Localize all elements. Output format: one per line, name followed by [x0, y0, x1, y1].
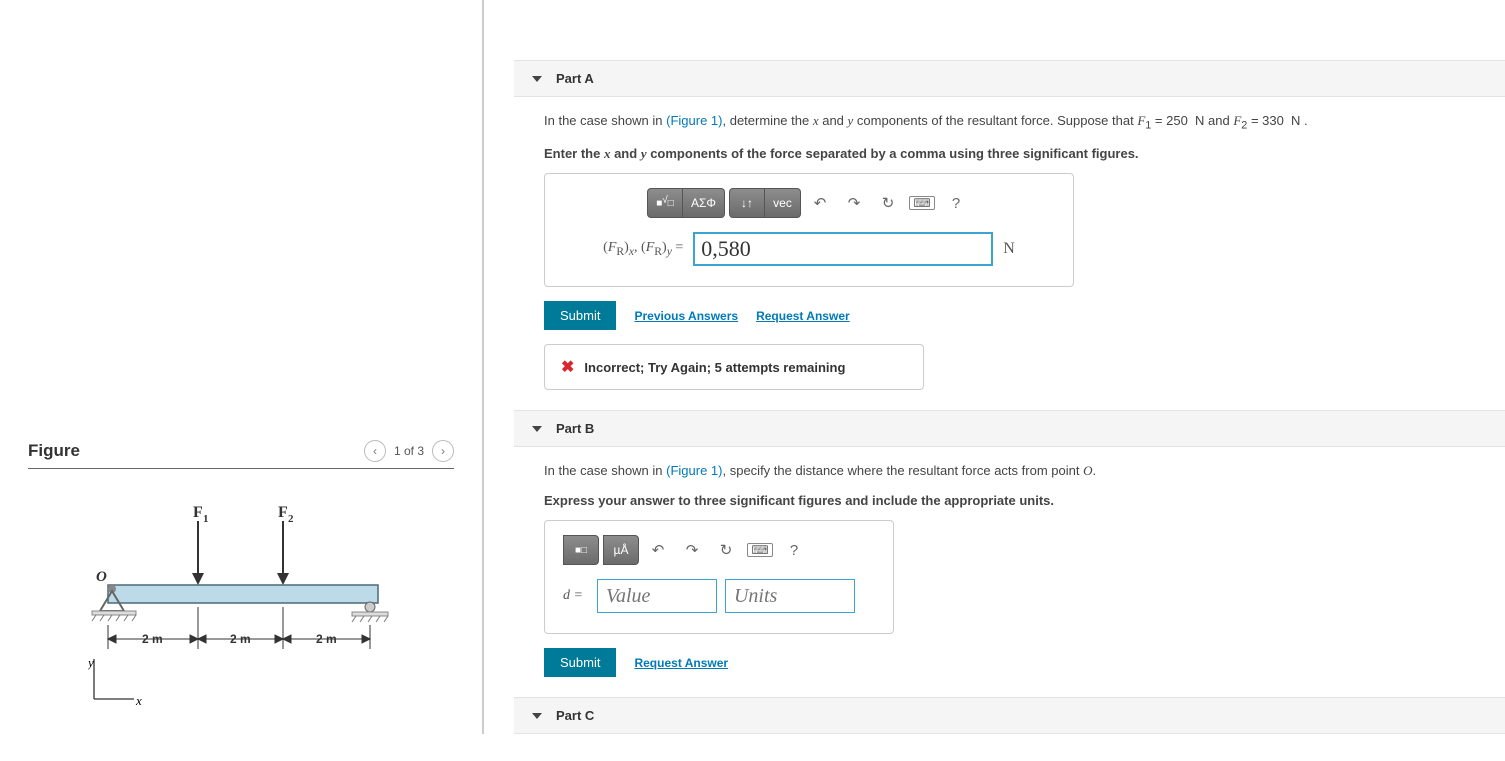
figure-prev-button[interactable]: ‹ — [364, 440, 386, 462]
svg-text:2: 2 — [288, 513, 294, 525]
figure-pager: ‹ 1 of 3 › — [364, 440, 454, 462]
part-a-unit: N — [1003, 240, 1015, 258]
undo-button-b[interactable]: ↶ — [643, 535, 673, 565]
part-a-title: Part A — [556, 71, 594, 86]
part-b-submit-button[interactable]: Submit — [544, 648, 616, 677]
part-b-prompt: In the case shown in (Figure 1), specify… — [544, 461, 1505, 481]
part-b-instruction: Express your answer to three significant… — [544, 491, 1505, 511]
part-a-answer-box: ■√□ ΑΣΦ ↓↑ vec ↶ ↷ ↻ ⌨ ? (FR)x, (FR)y = — [544, 173, 1074, 287]
scripts-button[interactable]: ↓↑ — [729, 188, 765, 218]
svg-text:F: F — [278, 504, 288, 521]
redo-button[interactable]: ↷ — [839, 188, 869, 218]
request-answer-link-a[interactable]: Request Answer — [756, 309, 850, 323]
caret-down-icon — [532, 713, 542, 719]
vec-button[interactable]: vec — [765, 188, 801, 218]
part-a-submit-button[interactable]: Submit — [544, 301, 616, 330]
figure-1-link-b[interactable]: (Figure 1) — [666, 463, 722, 478]
part-a-answer-input[interactable] — [693, 232, 993, 266]
part-b-title: Part B — [556, 421, 594, 436]
svg-text:y: y — [88, 655, 94, 670]
part-a-header[interactable]: Part A — [514, 60, 1505, 97]
figure-title: Figure — [28, 441, 80, 461]
part-a-feedback: ✖ Incorrect; Try Again; 5 attempts remai… — [544, 344, 924, 390]
part-b-header[interactable]: Part B — [514, 410, 1505, 447]
part-c-header[interactable]: Part C — [514, 697, 1505, 734]
undo-button[interactable]: ↶ — [805, 188, 835, 218]
greek-button[interactable]: ΑΣΦ — [683, 188, 725, 218]
svg-text:2 m: 2 m — [316, 632, 337, 646]
keyboard-button[interactable]: ⌨ — [907, 188, 937, 218]
figure-next-button[interactable]: › — [432, 440, 454, 462]
feedback-text: Incorrect; Try Again; 5 attempts remaini… — [584, 360, 845, 375]
help-button[interactable]: ? — [941, 188, 971, 218]
reset-button[interactable]: ↻ — [873, 188, 903, 218]
template-button[interactable]: ■√□ — [647, 188, 683, 218]
incorrect-icon: ✖ — [561, 357, 574, 377]
part-b-answer-box: ■□ µÅ ↶ ↷ ↻ ⌨ ? d = — [544, 520, 894, 634]
part-b-d-label: d = — [563, 588, 583, 604]
svg-text:F: F — [193, 504, 203, 521]
template-button-b[interactable]: ■□ — [563, 535, 599, 565]
keyboard-button-b[interactable]: ⌨ — [745, 535, 775, 565]
reset-button-b[interactable]: ↻ — [711, 535, 741, 565]
svg-text:x: x — [135, 693, 142, 708]
part-b-units-input[interactable] — [725, 579, 855, 613]
caret-down-icon — [532, 426, 542, 432]
figure-diagram: F1 F2 O — [28, 489, 454, 732]
part-a-prompt: In the case shown in (Figure 1), determi… — [544, 111, 1505, 134]
previous-answers-link[interactable]: Previous Answers — [634, 309, 738, 323]
figure-header: Figure ‹ 1 of 3 › — [28, 440, 454, 469]
redo-button-b[interactable]: ↷ — [677, 535, 707, 565]
part-a-answer-label: (FR)x, (FR)y = — [603, 240, 683, 258]
part-c-title: Part C — [556, 708, 594, 723]
figure-page-indicator: 1 of 3 — [394, 444, 424, 458]
part-b-toolbar: ■□ µÅ ↶ ↷ ↻ ⌨ ? — [563, 535, 809, 565]
request-answer-link-b[interactable]: Request Answer — [634, 656, 728, 670]
svg-text:2 m: 2 m — [230, 632, 251, 646]
part-a-instruction: Enter the x and y components of the forc… — [544, 144, 1505, 164]
figure-1-link[interactable]: (Figure 1) — [666, 113, 722, 128]
units-button-b[interactable]: µÅ — [603, 535, 639, 565]
part-a-toolbar: ■√□ ΑΣΦ ↓↑ vec ↶ ↷ ↻ ⌨ ? — [647, 188, 971, 218]
caret-down-icon — [532, 76, 542, 82]
part-b-value-input[interactable] — [597, 579, 717, 613]
svg-text:2 m: 2 m — [142, 632, 163, 646]
svg-text:1: 1 — [203, 513, 209, 525]
svg-text:O: O — [96, 569, 107, 585]
help-button-b[interactable]: ? — [779, 535, 809, 565]
